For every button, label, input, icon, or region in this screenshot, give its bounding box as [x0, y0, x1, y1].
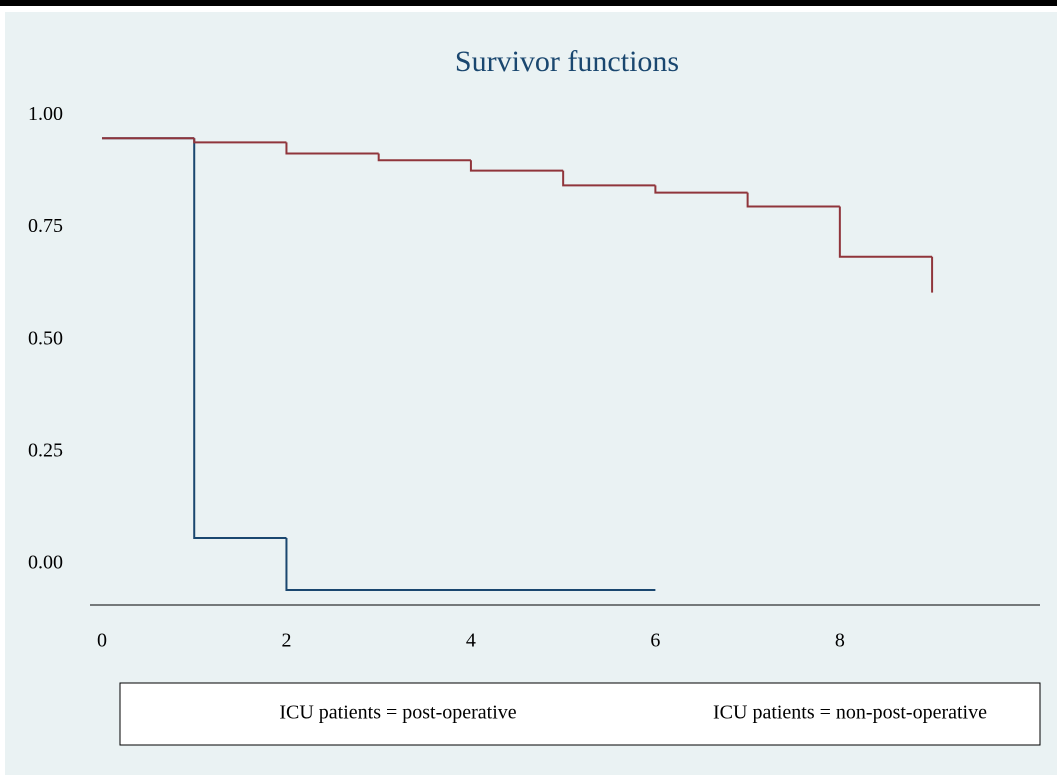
graph-region — [5, 12, 1057, 775]
x-tick-label: 4 — [466, 630, 476, 652]
survival-step — [285, 142, 379, 155]
y-tick-label: 0.25 — [28, 439, 63, 461]
legend-box — [119, 682, 1041, 746]
chart-title: Survivor functions — [455, 45, 679, 78]
top-rule — [0, 0, 1057, 6]
survival-step — [838, 206, 933, 258]
y-tick-label: 1.00 — [28, 103, 63, 125]
survival-step — [469, 160, 564, 172]
survival-step — [562, 170, 656, 187]
x-tick-label: 2 — [281, 630, 291, 652]
y-tick-label: 0.00 — [28, 552, 63, 574]
x-tick-label: 8 — [835, 630, 845, 652]
survival-step — [193, 138, 287, 144]
survival-step — [377, 153, 471, 162]
survival-step — [285, 537, 656, 591]
x-tick-label: 6 — [650, 630, 660, 652]
legend-label: ICU patients = post-operative — [279, 702, 516, 724]
survival-step — [193, 138, 287, 539]
survival-step — [654, 185, 748, 194]
x-tick-label: 0 — [97, 630, 107, 652]
legend-label: ICU patients = non-post-operative — [713, 702, 987, 724]
y-tick-label: 0.75 — [28, 215, 63, 237]
survival-step — [746, 192, 840, 208]
y-tick-label: 0.50 — [28, 327, 63, 349]
